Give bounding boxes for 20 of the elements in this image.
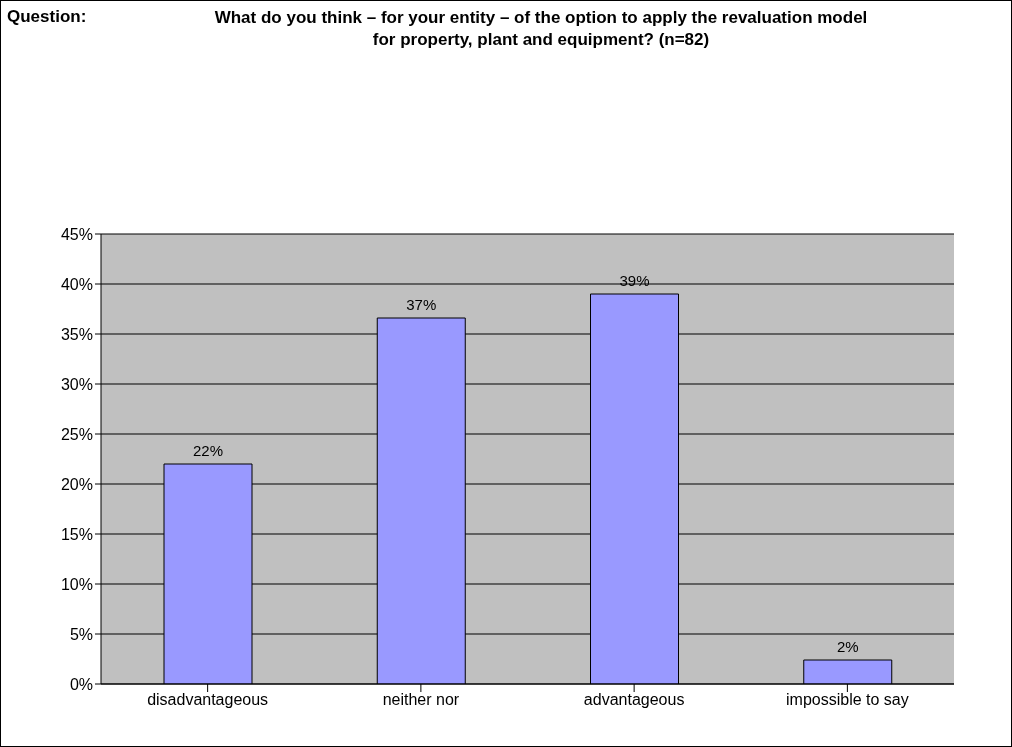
x-tick-label: neither nor (382, 691, 460, 709)
y-tick-label: 35% (60, 325, 93, 343)
data-label: 2% (836, 638, 859, 655)
x-tick-label: disadvantageous (147, 691, 269, 709)
y-tick-label: 20% (60, 475, 93, 493)
y-tick-label: 30% (60, 375, 93, 393)
x-tick-label: impossible to say (786, 691, 909, 709)
chart-title: What do you think – for your entity – of the option to apply the revaluation model for property, plant and equipment? (n=82) (213, 7, 869, 51)
y-tick-label: 0% (69, 675, 93, 693)
x-tick-label: advantageous (583, 691, 685, 709)
y-tick-label: 10% (60, 575, 93, 593)
text: Question: (7, 7, 87, 27)
y-tick-label: 45% (60, 225, 93, 243)
data-label: 39% (619, 272, 650, 289)
data-label: 37% (406, 296, 437, 313)
y-tick-label: 5% (69, 625, 93, 643)
y-tick-label: 15% (60, 525, 93, 543)
y-tick-label: 25% (60, 425, 93, 443)
y-tick-label: 40% (60, 275, 93, 293)
data-label: 22% (192, 442, 224, 459)
